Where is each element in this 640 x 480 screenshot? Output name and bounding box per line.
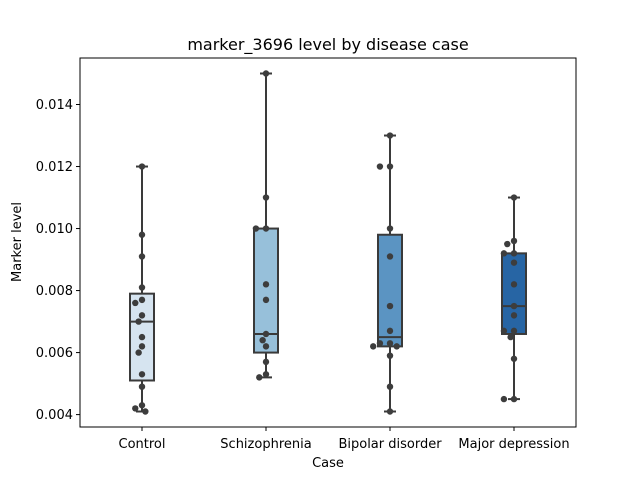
data-point xyxy=(259,336,266,344)
data-point xyxy=(376,340,384,347)
data-point xyxy=(262,194,270,201)
data-point xyxy=(386,163,394,170)
data-point xyxy=(138,253,146,260)
data-point xyxy=(262,371,270,378)
y-tick-label: 0.012 xyxy=(36,160,73,175)
data-point xyxy=(386,225,394,232)
y-tick-label: 0.010 xyxy=(36,222,73,237)
y-axis-label: Marker level xyxy=(10,202,25,282)
y-tick-label: 0.008 xyxy=(36,284,73,299)
data-point xyxy=(500,395,508,403)
box-iqr xyxy=(253,227,279,354)
points-layer xyxy=(132,70,518,415)
data-point xyxy=(142,408,149,415)
data-point xyxy=(262,358,270,366)
data-point xyxy=(138,312,146,319)
box-group xyxy=(501,196,527,401)
x-axis-label: Case xyxy=(312,456,344,471)
data-point xyxy=(138,284,146,291)
y-tick-label: 0.014 xyxy=(36,98,73,113)
data-point xyxy=(132,299,139,307)
data-point xyxy=(256,374,263,381)
data-point xyxy=(262,296,270,304)
data-point xyxy=(138,383,146,390)
data-point xyxy=(262,330,270,338)
data-point xyxy=(262,225,270,232)
data-point xyxy=(386,383,394,390)
data-point xyxy=(386,327,394,335)
data-point xyxy=(252,225,260,232)
data-point xyxy=(386,340,394,347)
data-point xyxy=(376,163,384,170)
data-point xyxy=(386,352,394,359)
data-point xyxy=(138,333,146,341)
box-iqr xyxy=(501,252,527,335)
data-point xyxy=(510,281,518,288)
data-point xyxy=(138,343,146,350)
data-point xyxy=(504,240,511,248)
x-tick-label: Bipolar disorder xyxy=(338,437,442,452)
data-point xyxy=(510,312,518,319)
plot-frame xyxy=(79,57,577,428)
data-point xyxy=(138,163,146,170)
chart-title: marker_3696 level by disease case xyxy=(187,35,468,55)
data-point xyxy=(507,333,514,341)
data-point xyxy=(510,250,518,257)
y-tick-label: 0.006 xyxy=(36,346,73,361)
data-point xyxy=(262,281,270,288)
x-tick-label: Control xyxy=(119,437,166,452)
data-point xyxy=(138,402,146,409)
data-point xyxy=(135,349,142,356)
data-point xyxy=(135,318,142,325)
data-point xyxy=(510,194,518,201)
y-tick-label: 0.004 xyxy=(36,408,73,423)
data-point xyxy=(386,132,394,139)
data-point xyxy=(138,296,146,304)
data-point xyxy=(262,70,270,77)
y-axis: 0.004 0.006 0.008 0.010 0.012 0.014 xyxy=(36,98,80,423)
data-point xyxy=(386,253,394,260)
data-point xyxy=(510,259,518,266)
x-tick-label: Major depression xyxy=(458,437,569,452)
data-point xyxy=(510,395,518,403)
box-group xyxy=(377,134,403,413)
data-point xyxy=(510,327,518,335)
data-point xyxy=(510,355,518,362)
data-point xyxy=(132,405,139,412)
data-point xyxy=(500,250,508,257)
x-axis: Control Schizophrenia Bipolar disorder Majo… xyxy=(119,427,570,452)
data-point xyxy=(386,408,394,415)
data-point xyxy=(138,371,146,378)
data-point xyxy=(386,302,394,310)
data-point xyxy=(138,231,146,238)
data-point xyxy=(500,327,508,335)
data-point xyxy=(510,237,518,245)
data-point xyxy=(262,343,270,350)
boxes-layer xyxy=(129,72,527,413)
data-point xyxy=(393,343,400,350)
data-point xyxy=(510,302,518,310)
data-point xyxy=(370,343,377,350)
x-tick-label: Schizophrenia xyxy=(220,437,311,452)
